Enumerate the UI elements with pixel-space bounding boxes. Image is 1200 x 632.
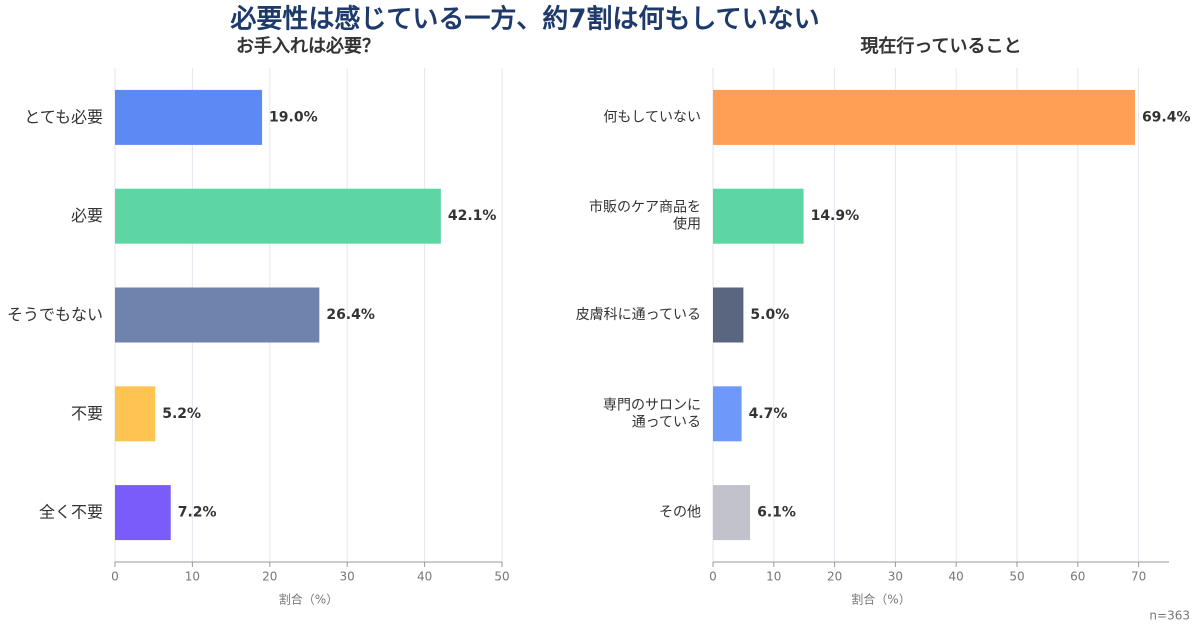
value-label: 7.2% bbox=[178, 505, 217, 521]
category-line: そうでもない bbox=[7, 305, 103, 324]
category-line: その他 bbox=[659, 505, 701, 521]
bar bbox=[713, 287, 744, 343]
bar bbox=[115, 485, 171, 541]
value-label: 26.4% bbox=[326, 307, 375, 323]
main-title: 必要性は感じている一方、約7割は何もしていない bbox=[230, 4, 819, 35]
x-tick-label: 40 bbox=[949, 570, 964, 584]
bar bbox=[713, 89, 1135, 145]
x-axis-label: 割合（%） bbox=[279, 592, 338, 607]
value-label: 42.1% bbox=[448, 208, 497, 224]
category-label: 何もしていない bbox=[603, 109, 701, 125]
value-label: 4.7% bbox=[749, 406, 788, 422]
category-line: 必要 bbox=[71, 206, 103, 225]
category-line: 通っている bbox=[632, 414, 701, 430]
x-tick-label: 70 bbox=[1131, 570, 1146, 584]
chart-title: 現在行っていること bbox=[860, 35, 1021, 57]
category-line: 使用 bbox=[673, 216, 701, 233]
x-tick-label: 0 bbox=[709, 570, 717, 584]
x-tick-label: 10 bbox=[185, 570, 200, 584]
x-tick-label: 0 bbox=[111, 570, 119, 584]
value-label: 69.4% bbox=[1142, 109, 1191, 125]
category-line: 市販のケア商品を bbox=[589, 199, 701, 216]
category-label: 専門のサロンに通っている bbox=[603, 397, 701, 430]
bar bbox=[713, 485, 751, 541]
category-label: とても必要 bbox=[24, 107, 103, 126]
value-label: 5.0% bbox=[750, 307, 789, 323]
category-line: 専門のサロンに bbox=[603, 397, 701, 413]
x-tick-label: 20 bbox=[262, 570, 277, 584]
category-label: 必要 bbox=[71, 206, 103, 225]
x-tick-label: 50 bbox=[1009, 570, 1024, 584]
value-label: 6.1% bbox=[757, 505, 796, 521]
bar bbox=[115, 89, 263, 145]
bar bbox=[115, 386, 156, 442]
category-label: 皮膚科に通っている bbox=[576, 307, 701, 323]
category-line: 不要 bbox=[71, 403, 103, 422]
x-tick-label: 30 bbox=[340, 570, 355, 584]
bar bbox=[115, 287, 320, 343]
bar bbox=[713, 188, 804, 244]
x-tick-label: 30 bbox=[888, 570, 903, 584]
bar bbox=[115, 188, 441, 244]
x-tick-label: 40 bbox=[417, 570, 432, 584]
sample-note: n=363 bbox=[1149, 609, 1190, 623]
category-line: 何もしていない bbox=[603, 109, 701, 125]
category-line: 皮膚科に通っている bbox=[576, 307, 701, 323]
category-label: その他 bbox=[659, 505, 701, 521]
x-axis-label: 割合（%） bbox=[851, 592, 910, 607]
category-line: 全く不要 bbox=[39, 502, 103, 521]
x-tick-label: 50 bbox=[494, 570, 509, 584]
x-tick-label: 10 bbox=[766, 570, 781, 584]
value-label: 14.9% bbox=[811, 208, 860, 224]
category-label: 市販のケア商品を使用 bbox=[589, 199, 701, 233]
category-label: そうでもない bbox=[7, 305, 103, 324]
category-label: 全く不要 bbox=[39, 502, 103, 521]
bar bbox=[713, 386, 742, 442]
x-tick-label: 20 bbox=[827, 570, 842, 584]
value-label: 19.0% bbox=[269, 109, 318, 125]
value-label: 5.2% bbox=[162, 406, 201, 422]
chart-title: お手入れは必要？ bbox=[236, 35, 380, 57]
x-tick-label: 60 bbox=[1070, 570, 1085, 584]
category-label: 不要 bbox=[71, 403, 103, 422]
category-line: とても必要 bbox=[24, 107, 103, 126]
